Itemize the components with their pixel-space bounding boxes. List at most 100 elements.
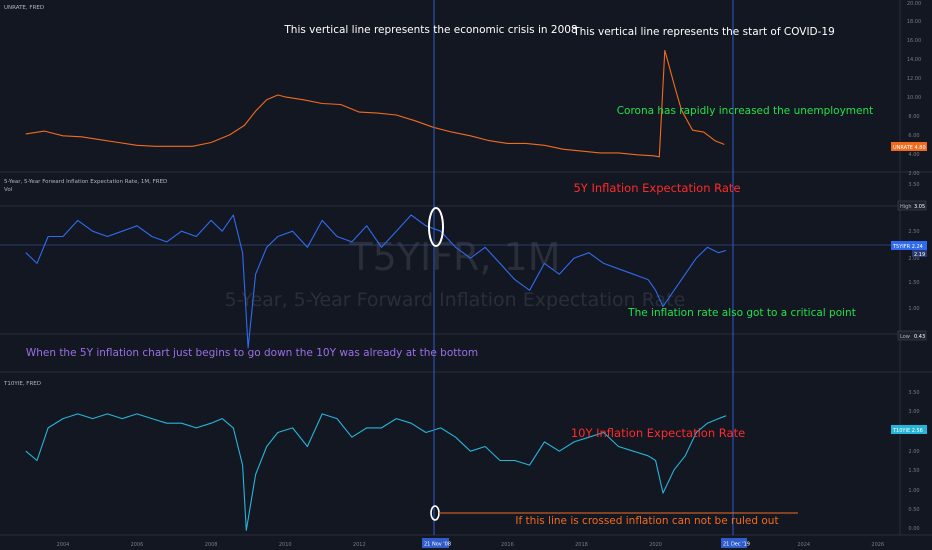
- unrate-point: [673, 84, 675, 85]
- t10yie-point: [544, 441, 545, 443]
- time-tick-label: 2024: [797, 542, 810, 548]
- time-tick-label: 2008: [205, 542, 218, 548]
- t5yifr-point: [166, 241, 167, 243]
- t5yifr-point: [121, 230, 123, 232]
- t5yifr-point: [210, 220, 212, 221]
- t10yie-point: [718, 418, 719, 419]
- price-axis-unrate[interactable]: 20.00 18.00 16.00 14.00 12.00 10.00 8.00 6.00 4.…: [907, 1, 921, 177]
- t5yifr-point: [559, 273, 560, 275]
- t5yifr-point: [255, 273, 256, 275]
- annotation-covid: This vertical line represents the start …: [572, 26, 835, 38]
- t5yifr-point: [603, 263, 604, 264]
- t5yifr-point: [647, 279, 649, 280]
- series-t5yifr: [25, 214, 727, 349]
- t10yie-point: [410, 422, 412, 424]
- unrate-axis-tick-label: 12.00: [907, 76, 921, 82]
- unrate-point: [359, 111, 360, 113]
- t10yie-point: [455, 436, 456, 438]
- t10yie-point: [62, 418, 64, 419]
- t10yie-point: [529, 464, 530, 466]
- t5yifr-point: [266, 247, 268, 248]
- t5yifr-axis-tick-label: 3.50: [908, 182, 919, 188]
- unrate-point: [210, 142, 212, 143]
- t10yie-point: [573, 441, 575, 443]
- t10yie-point: [151, 418, 153, 419]
- time-highlight-2-bg: [721, 538, 747, 548]
- t10yie-point: [336, 418, 338, 419]
- time-tick-label: 2020: [649, 542, 662, 548]
- t5yifr-point: [47, 236, 49, 237]
- t10yie-point: [618, 446, 619, 447]
- t5yifr-point: [455, 247, 456, 248]
- t5yifr-point: [221, 230, 223, 232]
- t5yifr-point: [77, 220, 79, 221]
- t10yie-point: [440, 427, 442, 429]
- t10yie-point: [92, 418, 93, 419]
- unrate-point: [681, 109, 682, 111]
- unrate-point: [303, 99, 305, 101]
- unrate-point: [664, 50, 666, 51]
- t5yifr-point: [470, 257, 471, 259]
- t5yifr-axis-tick-label: 2.50: [908, 229, 919, 235]
- t5yifr-point: [136, 225, 138, 227]
- t5yifr-point: [662, 306, 664, 307]
- unrate-point: [118, 142, 119, 143]
- t5yifr-point: [366, 225, 368, 227]
- t5yifr-point: [673, 290, 675, 291]
- t5yifr-point: [684, 273, 686, 275]
- unrate-point: [723, 144, 725, 145]
- badge-t10yie: T10YIE 2.56: [892, 428, 923, 434]
- t10yie-point: [425, 432, 427, 433]
- unrate-point: [703, 131, 704, 133]
- t5yifr-point: [151, 236, 153, 237]
- t10yie-point: [381, 427, 382, 429]
- t10yie-point: [246, 530, 247, 531]
- t10yie-point: [136, 413, 138, 415]
- t10yie-point: [36, 460, 38, 461]
- annotation-5y-vs-10y: When the 5Y inflation chart just begins …: [26, 347, 478, 359]
- unrate-point: [25, 133, 27, 135]
- badge-low-label: Low: [900, 334, 910, 340]
- t5yifr-point: [618, 268, 619, 270]
- unrate-axis-tick-label: 18.00: [907, 19, 921, 25]
- unrate-point: [284, 96, 286, 98]
- t5yifr-point: [233, 214, 234, 216]
- unrate-point: [636, 154, 638, 156]
- t10yie-point: [181, 422, 182, 424]
- annotation-10y-label: 10Y Inflation Expectation Rate: [571, 426, 745, 440]
- t10yie-point: [696, 432, 697, 433]
- time-highlight-2: 21 Dec '19: [723, 542, 750, 548]
- t10yie-point: [396, 418, 397, 419]
- t10yie-point: [77, 413, 79, 415]
- unrate-point: [173, 146, 175, 147]
- t10yie-point: [366, 427, 368, 429]
- t5yifr-axis-tick-label: 1.50: [908, 280, 919, 286]
- t10yie-point: [242, 464, 243, 466]
- t10yie-point: [210, 422, 212, 424]
- t5yifr-point: [396, 230, 397, 232]
- unrate-point: [507, 143, 508, 144]
- time-highlight-1: 21 Nov '08: [424, 542, 451, 548]
- t10yie-point: [221, 418, 223, 419]
- t5yifr-point: [440, 230, 442, 232]
- t5yifr-line: [25, 214, 727, 349]
- unrate-point: [714, 140, 716, 141]
- unrate-point: [668, 63, 669, 64]
- t5yifr-point: [633, 273, 634, 275]
- unrate-point: [488, 140, 490, 141]
- badge-high-value: 3.05: [914, 204, 925, 210]
- time-tick-label: 2016: [501, 542, 514, 548]
- t10yie-point: [662, 492, 664, 494]
- t10yie-point: [233, 427, 234, 429]
- t10yie-axis-tick-label: 3.00: [908, 409, 919, 415]
- pane-subtitle-vol: Vol: [4, 187, 13, 193]
- t5yifr-point: [196, 236, 197, 237]
- unrate-line: [25, 49, 725, 158]
- annotation-critical-point: The inflation rate also got to a critica…: [627, 307, 856, 319]
- unrate-point: [599, 152, 601, 154]
- t5yifr-point: [307, 247, 308, 248]
- t5yifr-point: [247, 347, 249, 349]
- time-tick-label: 2018: [575, 542, 588, 548]
- t5yifr-point: [92, 230, 93, 232]
